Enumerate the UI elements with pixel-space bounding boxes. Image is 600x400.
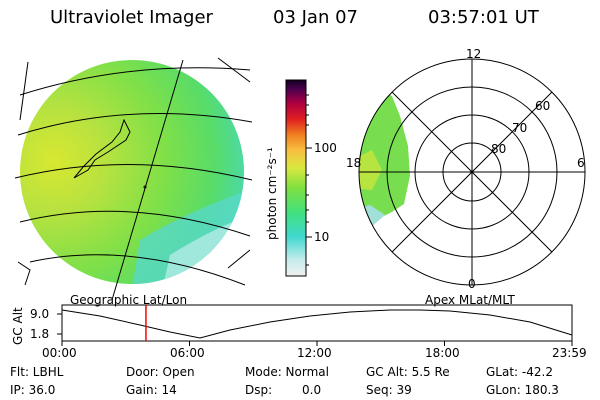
status-gain: Gain: 14 bbox=[126, 383, 177, 397]
status-door: Door: Open bbox=[126, 365, 195, 379]
date-label: 03 Jan 07 bbox=[273, 7, 358, 28]
altitude-xtick-1200: 12:00 bbox=[297, 346, 332, 360]
altitude-xtick-1800: 18:00 bbox=[425, 346, 460, 360]
status-glat: GLat: -42.2 bbox=[486, 365, 553, 379]
colorbar bbox=[285, 79, 312, 277]
altitude-ytick-high: 9.0 bbox=[30, 307, 50, 321]
status-seq: Seq: 39 bbox=[366, 383, 412, 397]
colorbar-tick-10: 10 bbox=[314, 230, 330, 244]
altitude-plot bbox=[57, 304, 573, 346]
mlt-label-6: 6 bbox=[577, 156, 585, 170]
mlat-label-60: 60 bbox=[535, 99, 551, 113]
mlat-label-80: 80 bbox=[491, 142, 507, 156]
altitude-xtick-0600: 06:00 bbox=[170, 346, 205, 360]
status-mode: Mode: Normal bbox=[245, 365, 329, 379]
status-dsp-value: 0.0 bbox=[302, 383, 322, 397]
mlt-label-18: 18 bbox=[346, 156, 362, 170]
colorbar-unit-label: photon cm⁻²s⁻¹ bbox=[265, 147, 279, 240]
mlt-label-0: 0 bbox=[468, 277, 476, 291]
altitude-ytick-low: 1.8 bbox=[30, 327, 50, 341]
polar-plot bbox=[358, 58, 586, 286]
status-glon: GLon: 180.3 bbox=[486, 383, 559, 397]
left-panel-caption: Geographic Lat/Lon bbox=[70, 293, 188, 307]
mlt-label-12: 12 bbox=[466, 47, 482, 61]
status-ip: IP: 36.0 bbox=[10, 383, 56, 397]
right-panel-caption: Apex MLat/MLT bbox=[425, 293, 515, 307]
instrument-title: Ultraviolet Imager bbox=[50, 7, 213, 28]
status-gc-alt: GC Alt: 5.5 Re bbox=[366, 365, 450, 379]
status-filter: Flt: LBHL bbox=[10, 365, 64, 379]
altitude-xtick-2359: 23:59 bbox=[552, 346, 587, 360]
geographic-image bbox=[14, 57, 253, 301]
altitude-xtick-0000: 00:00 bbox=[42, 346, 77, 360]
altitude-ylabel: GC Alt bbox=[11, 307, 25, 345]
colorbar-tick-100: 100 bbox=[314, 141, 337, 155]
mlat-label-70: 70 bbox=[512, 121, 528, 135]
time-label: 03:57:01 UT bbox=[428, 7, 539, 28]
status-dsp-label: Dsp: bbox=[245, 383, 273, 397]
